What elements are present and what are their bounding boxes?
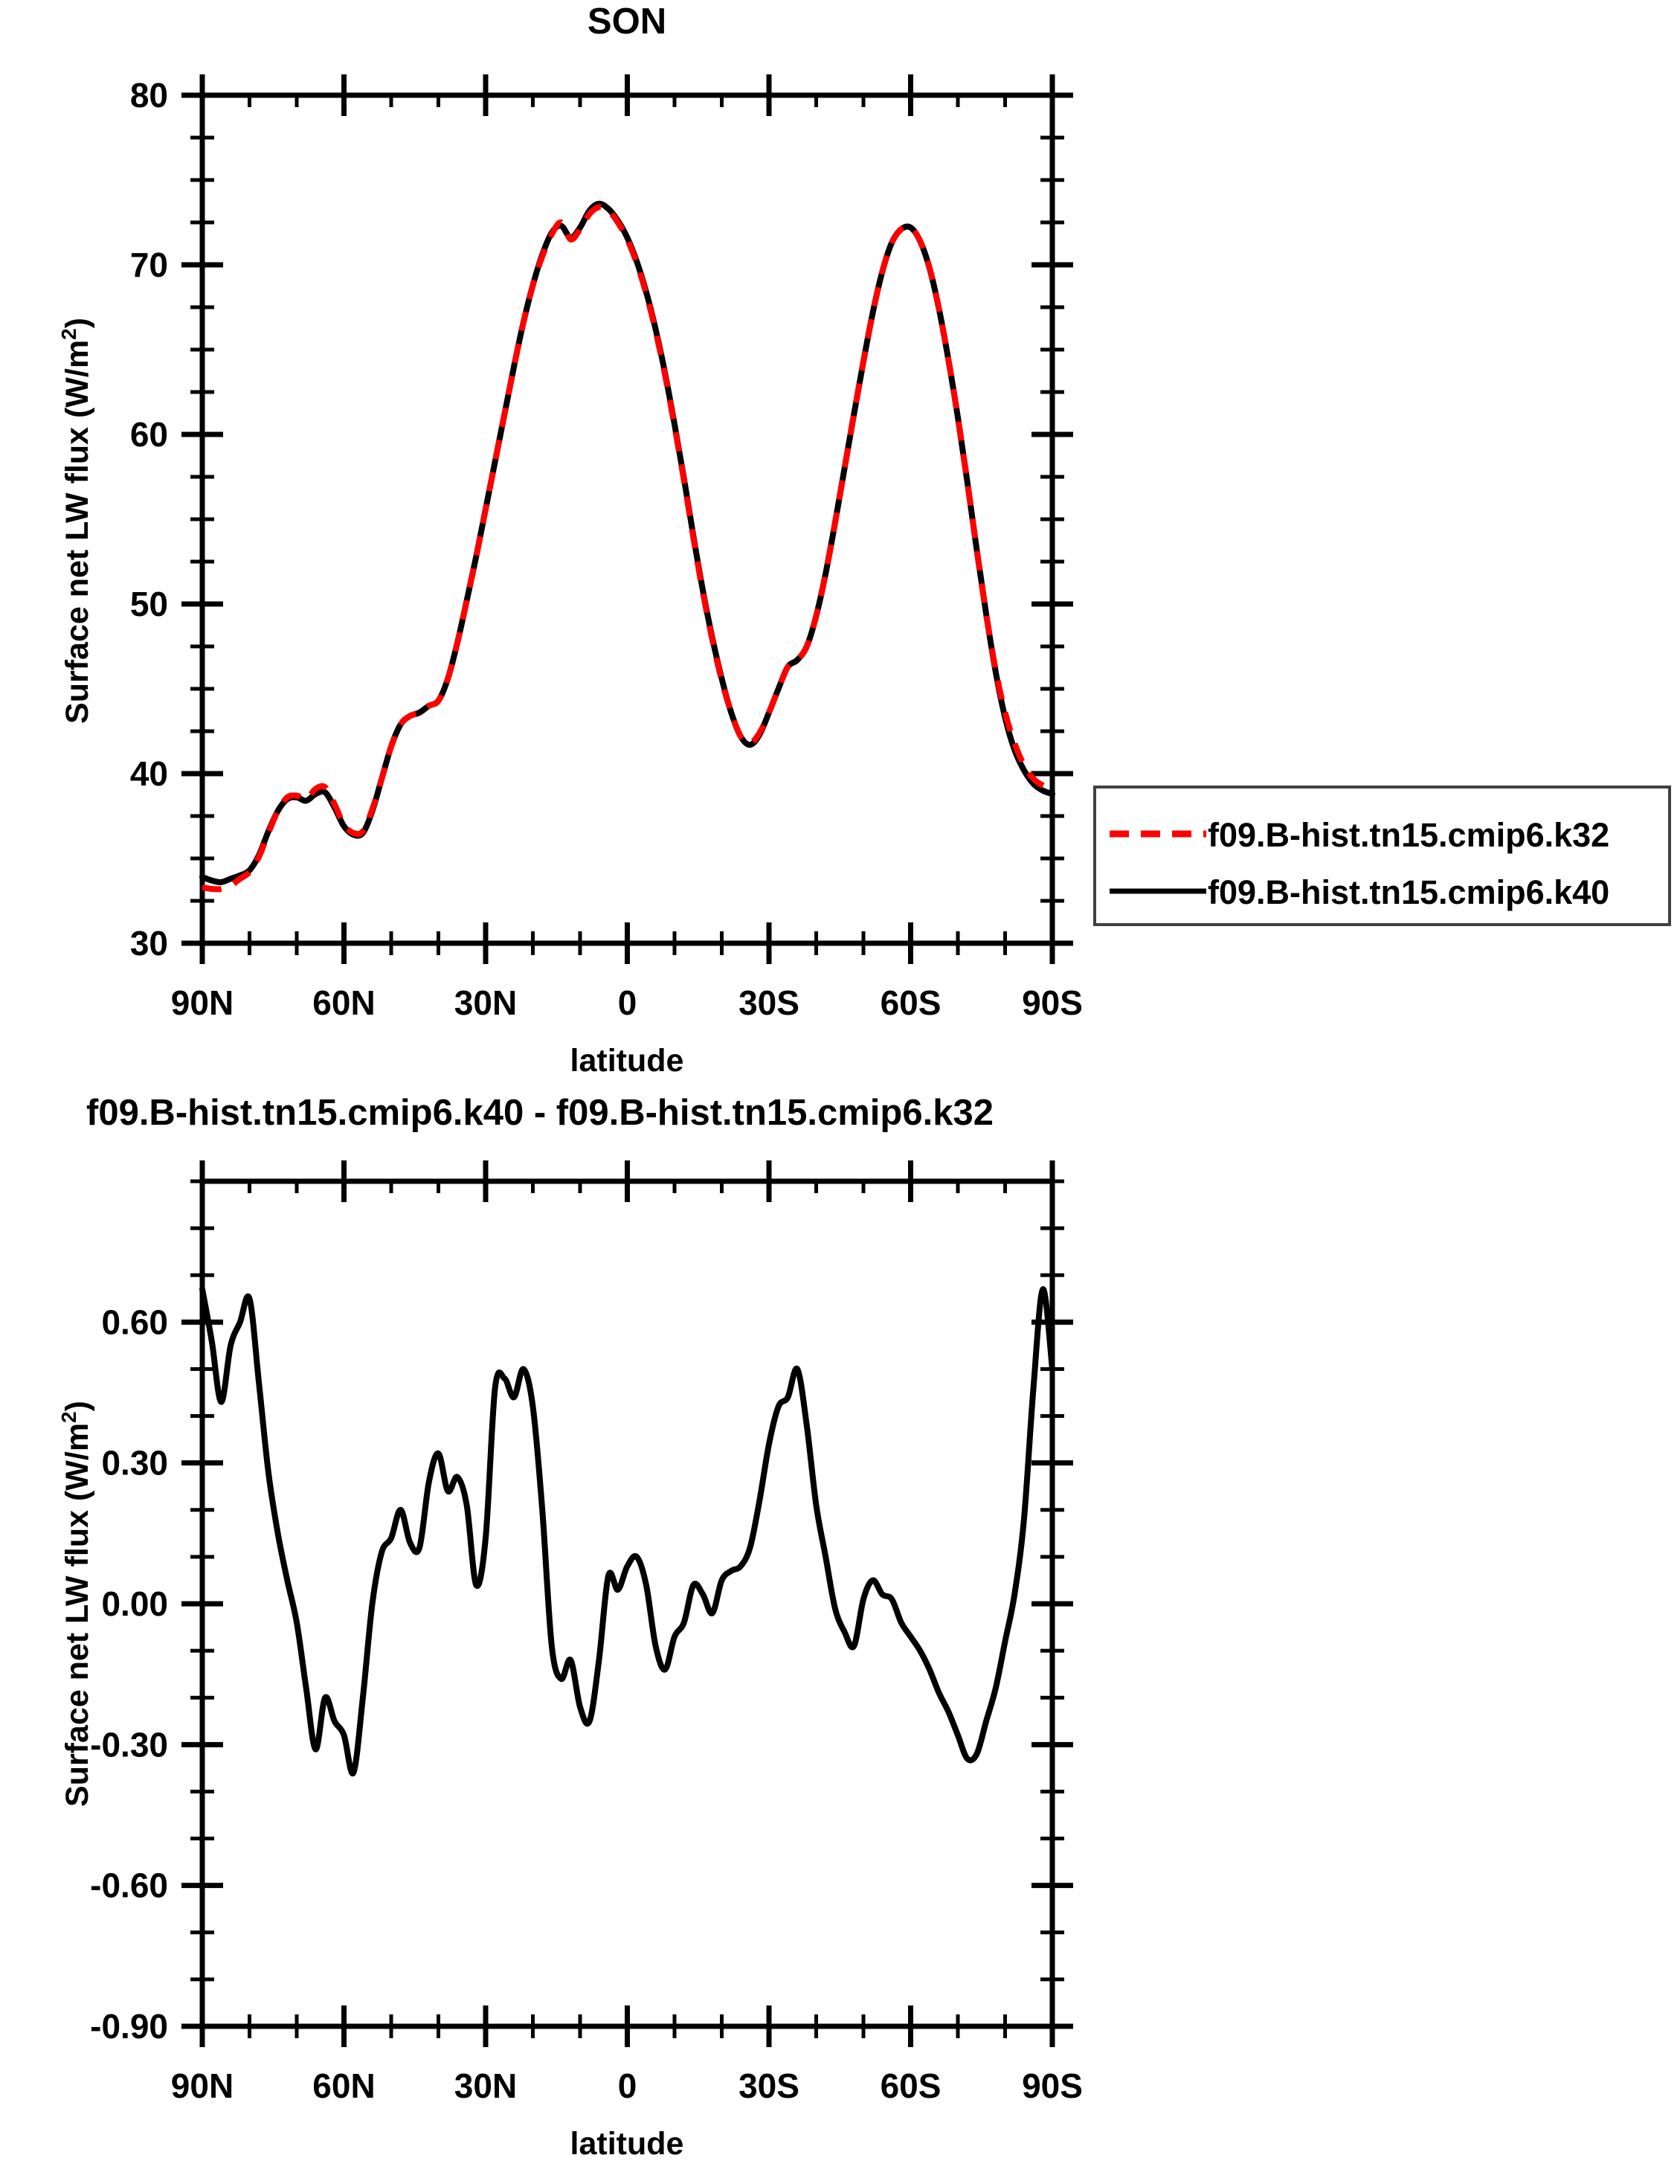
svg-text:Surface net LW flux (W/m2): Surface net LW flux (W/m2) (57, 1401, 95, 1807)
bottom-x-tick-label: 0 (618, 2066, 637, 2105)
bottom-x-tick-label: 60N (312, 2066, 375, 2105)
legend-label-k40: f09.B-hist.tn15.cmip6.k40 (1208, 873, 1609, 911)
top-y-tick-label: 40 (130, 754, 168, 793)
bottom-x-tick-label: 90N (171, 2066, 234, 2105)
legend-box (1093, 786, 1671, 926)
bottom-y-tick-label: 0.60 (101, 1303, 168, 1341)
top-x-tick-label: 30N (454, 983, 517, 1022)
bottom-x-tick-label: 30S (738, 2066, 799, 2105)
bottom-y-tick-label: -0.30 (90, 1725, 168, 1764)
bottom-y-tick-label: 0.30 (101, 1444, 168, 1483)
top-y-tick-label: 30 (130, 924, 168, 963)
top-x-axis-title: latitude (570, 1043, 684, 1079)
top-x-tick-label: 60N (312, 983, 375, 1022)
top-series-k32 (202, 204, 1054, 893)
bottom-y-tick-label: -0.90 (90, 2007, 168, 2046)
top-y-tick-label: 70 (130, 245, 168, 284)
plot-frame (199, 92, 1055, 946)
plot-frame (199, 1178, 1055, 2029)
top-panel-title: SON (588, 1, 666, 42)
bottom-series-difference (199, 1286, 1055, 1777)
bottom-x-axis-title: latitude (570, 2126, 684, 2162)
top-x-tick-label: 90S (1022, 983, 1083, 1022)
top-x-tick-label: 30S (738, 983, 799, 1022)
top-y-axis-title: Surface net LW flux (W/m2) (57, 318, 95, 724)
bottom-y-tick-label: -0.60 (90, 1866, 168, 1905)
bottom-x-tick-label: 60S (881, 2066, 942, 2105)
top-series-k40 (199, 200, 1055, 885)
bottom-x-tick-label: 30N (454, 2066, 517, 2105)
svg-text:Surface net LW flux (W/m2): Surface net LW flux (W/m2) (57, 318, 95, 724)
bottom-x-tick-label: 90S (1022, 2066, 1083, 2105)
legend-label-k32: f09.B-hist.tn15.cmip6.k32 (1208, 816, 1609, 854)
bottom-y-tick-label: 0.00 (101, 1584, 168, 1623)
bottom-panel-title: f09.B-hist.tn15.cmip6.k40 - f09.B-hist.t… (86, 1093, 994, 1133)
bottom-y-axis-title: Surface net LW flux (W/m2) (57, 1401, 95, 1807)
top-y-tick-label: 60 (130, 415, 168, 454)
top-y-tick-label: 50 (130, 585, 168, 623)
top-x-tick-label: 0 (618, 983, 637, 1022)
top-x-tick-label: 60S (881, 983, 942, 1022)
top-y-tick-label: 80 (130, 76, 168, 115)
top-x-tick-label: 90N (171, 983, 234, 1022)
